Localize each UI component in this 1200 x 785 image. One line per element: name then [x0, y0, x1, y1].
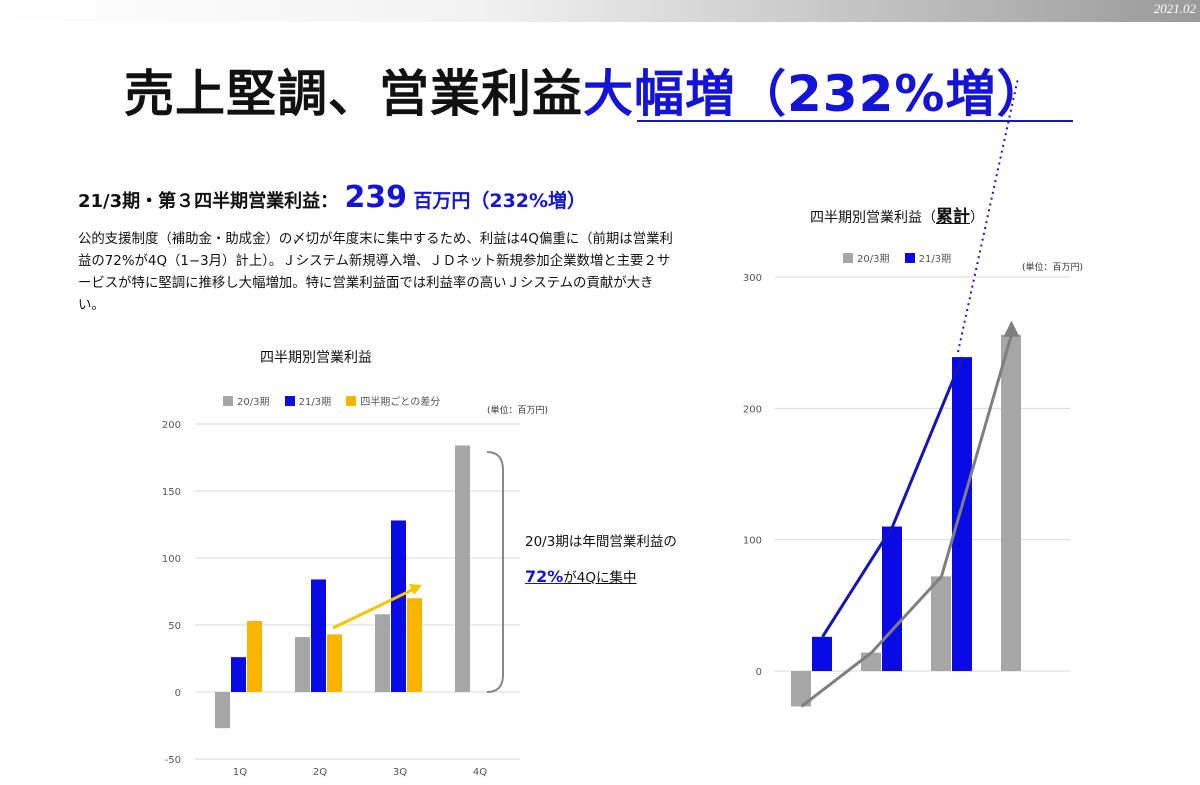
chart2-unit: (単位：百万円)	[1022, 263, 1084, 273]
chart2-title: 四半期別営業利益（累計）	[810, 202, 984, 227]
note-percent: 72%	[525, 567, 564, 586]
y-tick-label: 0	[756, 667, 762, 678]
bar	[861, 652, 881, 671]
legend-item-21: 21/3期	[284, 396, 332, 408]
y-tick-label: 200	[743, 404, 762, 415]
date-label: 2021.02	[1153, 1, 1196, 16]
legend-item-21: 21/3期	[904, 253, 952, 265]
note-line1: 20/3期は年間営業利益の	[525, 534, 677, 550]
legend-label: 21/3期	[918, 254, 952, 265]
legend-label: 21/3期	[298, 397, 332, 408]
legend-label: 20/3期	[237, 397, 270, 408]
chart1-title: 四半期別営業利益	[260, 350, 372, 366]
quarterly-profit-chart: -50 0 50 100 150 200 1Q 2Q 3Q 4Q	[162, 420, 520, 778]
chart1-unit: (単位：百万円)	[487, 406, 549, 416]
bar	[391, 520, 406, 692]
bar	[215, 692, 230, 729]
legend-item-diff: 四半期ごとの差分	[346, 396, 441, 408]
note-line2-text: が4Qに集中	[563, 570, 637, 586]
y-tick-label: 150	[162, 487, 181, 498]
bar	[231, 657, 246, 692]
legend-label: 20/3期	[857, 254, 890, 265]
bar	[327, 634, 342, 692]
chart2-title-suffix: ）	[970, 210, 984, 226]
trend-arrow-line	[332, 587, 415, 630]
legend-label: 四半期ごとの差分	[360, 397, 441, 408]
legend-swatch	[346, 396, 357, 406]
bar	[791, 671, 811, 707]
legend-swatch	[223, 396, 233, 406]
trend-arrow-head	[1003, 320, 1020, 337]
y-tick-label: 200	[162, 420, 181, 431]
chart-annotations	[957, 77, 1019, 353]
trend-line-21	[821, 356, 964, 638]
top-gradient-bar: 2021.02	[0, 0, 1200, 22]
bar	[812, 636, 832, 671]
bar	[407, 598, 422, 692]
x-tick-label: 3Q	[393, 767, 407, 778]
title-highlight: 大幅増（232%増）	[583, 65, 1048, 123]
chart1-legend: 20/3期 21/3期 四半期ごとの差分	[223, 393, 452, 408]
legend-swatch	[284, 396, 295, 406]
legend-item-20: 20/3期	[843, 253, 890, 265]
y-tick-label: -50	[165, 755, 181, 766]
chart2-title-emph: 累計	[936, 207, 970, 227]
trend-arrow-head	[409, 584, 422, 595]
page-title: 売上堅調、営業利益大幅増（232%増）	[124, 58, 1047, 130]
chart2-title-prefix: 四半期別営業利益（	[810, 210, 936, 226]
body-paragraph: 公的支援制度（補助金・助成金）の〆切が年度末に集中するため、利益は4Q偏重に（前…	[78, 232, 673, 313]
bar	[247, 620, 262, 692]
x-tick-label: 2Q	[313, 767, 327, 778]
chart2-legend: 20/3期 21/3期	[843, 250, 963, 265]
note-line2: 72%が4Qに集中	[525, 566, 677, 586]
x-tick-label: 4Q	[473, 767, 487, 778]
y-tick-label: 100	[162, 554, 181, 565]
title-underline	[637, 120, 1073, 122]
bar	[882, 526, 902, 671]
legend-item-20: 20/3期	[223, 396, 270, 408]
bar	[311, 579, 326, 692]
legend-swatch	[843, 253, 853, 263]
dotted-connector	[957, 77, 1019, 353]
subhead-value: 239	[344, 180, 408, 215]
cumulative-profit-chart: 0 100 200 300	[743, 273, 1070, 708]
subhead-suffix: 百万円（232%増）	[413, 190, 587, 212]
y-tick-label: 0	[175, 688, 181, 699]
legend-swatch	[904, 253, 915, 263]
bar	[931, 576, 951, 671]
y-tick-label: 50	[168, 621, 181, 632]
bar	[455, 445, 470, 692]
title-main: 売上堅調、営業利益	[124, 65, 583, 123]
y-tick-label: 100	[743, 536, 762, 547]
annotation-note: 20/3期は年間営業利益の 72%が4Qに集中	[525, 530, 677, 586]
bar	[295, 637, 310, 692]
subheading: 21/3期・第３四半期営業利益： 239 百万円（232%増）	[78, 180, 586, 215]
bar	[375, 614, 390, 692]
subhead-prefix: 21/3期・第３四半期営業利益：	[78, 191, 339, 212]
trend-line-20	[800, 334, 1013, 708]
bar	[1001, 334, 1021, 671]
y-tick-label: 300	[743, 273, 762, 284]
bar	[952, 357, 972, 671]
bracket	[486, 451, 504, 693]
x-tick-label: 1Q	[233, 767, 247, 778]
